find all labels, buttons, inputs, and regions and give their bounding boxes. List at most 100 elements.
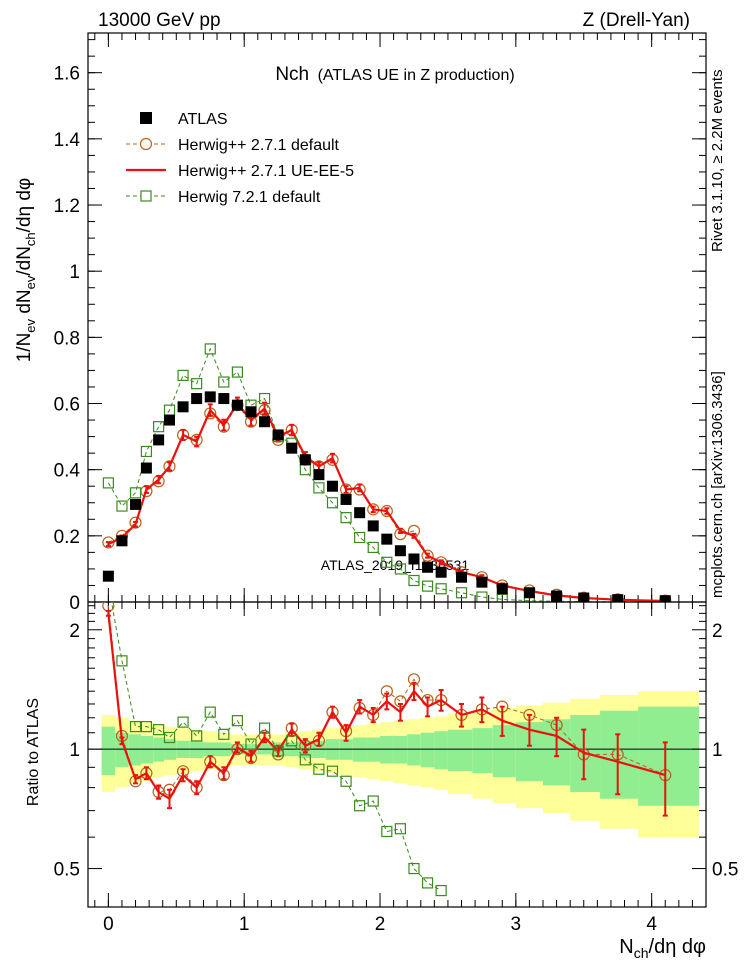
main-data-point (523, 587, 535, 599)
ratio-data-point (286, 735, 298, 747)
ratio-xtick-label: 1 (239, 914, 250, 935)
main-data-point (578, 592, 590, 602)
ratio-xtick-label: 3 (511, 914, 522, 935)
ratio-data-point (153, 724, 165, 736)
main-data-point (177, 401, 189, 413)
main-data-point (116, 500, 128, 512)
main-data-point (422, 561, 434, 573)
ratio-data-point (204, 706, 216, 718)
ratio-series-line (107, 613, 666, 801)
legend-label: Herwig++ 2.7.1 UE-EE-5 (178, 163, 354, 180)
stat-uncertainty-band (434, 731, 448, 770)
ratio-data-point (177, 716, 189, 728)
legend-label: ATLAS (178, 111, 228, 128)
ratio-series (105, 610, 668, 817)
main-data-point (204, 343, 216, 355)
main-ytick-label: 1 (69, 262, 80, 283)
main-data-point (129, 487, 142, 499)
ratio-panel: 0.5 0.5 1 1 2 2 0 1 2 3 4 (54, 601, 738, 935)
main-data-point (153, 434, 165, 446)
ratio-ytick-label: 1 (69, 740, 80, 761)
main-data-point (381, 556, 393, 568)
ratio-data-point (354, 800, 366, 812)
main-data-point (367, 541, 379, 554)
main-data-point (245, 406, 257, 418)
main-ytick-label: 0.8 (54, 328, 80, 349)
main-data-point (476, 591, 488, 602)
ratio-data-point (421, 877, 434, 889)
main-series-line (107, 347, 666, 602)
ratio-data-point (245, 738, 257, 750)
ratio-data-point (191, 730, 203, 742)
ratio-data-point (231, 715, 244, 727)
plot-title-main: Nch (275, 64, 309, 85)
main-ytick-label: 1.6 (54, 64, 80, 85)
main-data-point (394, 563, 406, 575)
main-data-point (129, 516, 142, 529)
main-data-point (394, 545, 406, 557)
ratio-frame (87, 601, 707, 908)
ratio-data-point (218, 728, 230, 740)
ratio-xlabel: Nch/dη dφ (619, 936, 706, 961)
main-data-point (408, 574, 420, 587)
main-data-point (381, 533, 393, 545)
main-data-point (191, 378, 203, 390)
stat-uncertainty-band (447, 729, 473, 772)
ratio-data-point (340, 775, 352, 787)
ratio-data-point (381, 825, 393, 838)
main-ytick-label: 0.4 (54, 461, 81, 482)
main-data-point (659, 595, 671, 602)
main-data-point (191, 393, 203, 405)
main-data-point (140, 445, 153, 458)
ratio-ylabel: Ratio to ATLAS (25, 698, 42, 806)
main-data-point (153, 421, 165, 433)
ratio-data-point (394, 823, 406, 835)
main-data-point (130, 498, 142, 510)
main-data-point (140, 462, 152, 474)
main-data-point (496, 583, 508, 595)
stat-uncertainty-band (393, 735, 408, 764)
main-data-point (231, 399, 243, 411)
ratio-data-point (140, 721, 153, 733)
header-left: 13000 GeV pp (98, 10, 221, 31)
header-right: Z (Drell-Yan) (583, 10, 690, 31)
ratio-data-point (299, 754, 311, 766)
ratio-data-point (408, 862, 420, 875)
main-data-point (326, 480, 338, 492)
main-data-point (456, 571, 468, 583)
stat-uncertainty-band (128, 734, 141, 766)
legend-item: Herwig++ 2.7.1 default (126, 137, 340, 154)
main-data-point (177, 369, 189, 381)
stat-uncertainty-band (407, 734, 421, 766)
main-data-point (258, 392, 271, 405)
stat-uncertainty-band (380, 735, 394, 764)
legend-label: Herwig++ 2.7.1 default (178, 137, 340, 154)
plot-title-sub: (ATLAS UE in Z production) (318, 67, 515, 84)
main-data-point (204, 391, 216, 403)
main-data-point (340, 512, 352, 524)
main-ytick-label: 0.6 (54, 395, 80, 416)
stat-uncertainty-band (420, 732, 435, 768)
main-ytick-label: 0.2 (54, 527, 80, 548)
plot-title: Nch (ATLAS UE in Z production) (275, 64, 514, 85)
main-data-point (299, 454, 311, 466)
main-series-line (107, 401, 666, 602)
main-data-point (259, 416, 271, 428)
main-series (102, 343, 671, 602)
legend-marker (139, 137, 153, 151)
legend-label: Herwig 7.2.1 default (178, 189, 321, 206)
stat-uncertainty-band (115, 732, 129, 768)
main-data-point (163, 460, 176, 473)
legend: ATLAS Herwig++ 2.7.1 default Herwig++ 2.7.… (126, 111, 354, 206)
main-data-point (367, 520, 379, 532)
ratio-series (110, 602, 447, 897)
ratio-ytick-label-right: 1 (712, 740, 723, 761)
main-data-point (218, 393, 230, 405)
ratio-data-point (313, 763, 325, 775)
stat-uncertainty-band (492, 725, 516, 778)
legend-item: Herwig 7.2.1 default (126, 189, 321, 206)
main-data-point (313, 482, 325, 494)
main-data-point (421, 580, 434, 592)
